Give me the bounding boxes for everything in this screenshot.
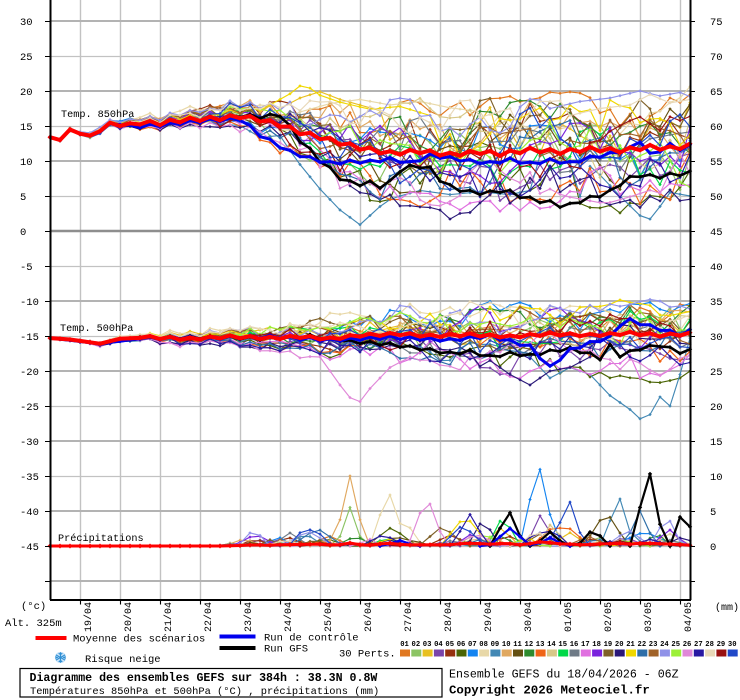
svg-text:23/04: 23/04 [243, 602, 255, 632]
svg-text:13: 13 [536, 641, 545, 649]
svg-text:30: 30 [710, 332, 723, 344]
svg-text:29: 29 [717, 641, 726, 649]
svg-text:-5: -5 [20, 262, 33, 274]
svg-text:28/04: 28/04 [443, 602, 455, 632]
svg-text:21: 21 [626, 641, 635, 649]
svg-text:20: 20 [615, 641, 624, 649]
svg-text:30: 30 [20, 17, 33, 29]
svg-text:24: 24 [660, 641, 669, 649]
svg-text:02: 02 [412, 641, 421, 649]
svg-text:17: 17 [581, 641, 590, 649]
svg-text:19/04: 19/04 [83, 602, 95, 632]
svg-text:-40: -40 [20, 507, 39, 519]
svg-text:22/04: 22/04 [203, 602, 215, 632]
svg-text:Risque neige: Risque neige [85, 654, 161, 666]
svg-text:03: 03 [423, 641, 432, 649]
svg-text:08: 08 [479, 641, 488, 649]
svg-text:07: 07 [468, 641, 477, 649]
svg-text:Précipitations: Précipitations [58, 533, 144, 545]
svg-text:28: 28 [705, 641, 714, 649]
svg-text:0: 0 [20, 227, 26, 239]
svg-text:30 Perts.: 30 Perts. [339, 649, 396, 661]
svg-text:19: 19 [604, 641, 613, 649]
svg-text:-15: -15 [20, 332, 39, 344]
svg-text:(°c): (°c) [21, 601, 46, 613]
svg-text:25: 25 [671, 641, 680, 649]
svg-text:60: 60 [710, 122, 723, 134]
svg-text:02/05: 02/05 [603, 602, 615, 632]
svg-text:70: 70 [710, 52, 723, 64]
svg-text:Run de contrôle: Run de contrôle [264, 633, 359, 645]
svg-text:75: 75 [710, 17, 723, 29]
svg-text:27/04: 27/04 [403, 602, 415, 632]
svg-text:Températures 850hPa et 500hPa: Températures 850hPa et 500hPa (°C) , pré… [30, 686, 379, 698]
svg-text:Temp. 500hPa: Temp. 500hPa [60, 323, 133, 335]
svg-text:-10: -10 [20, 297, 39, 309]
svg-text:30/04: 30/04 [523, 602, 535, 632]
svg-text:24/04: 24/04 [283, 602, 295, 632]
svg-text:0: 0 [710, 542, 716, 554]
svg-text:Diagramme des ensembles GEFS s: Diagramme des ensembles GEFS sur 384h : … [30, 672, 378, 685]
svg-text:Moyenne des scénarios: Moyenne des scénarios [73, 634, 205, 646]
svg-text:11: 11 [513, 641, 522, 649]
svg-text:Run GFS: Run GFS [264, 644, 308, 656]
svg-text:15: 15 [558, 641, 567, 649]
svg-text:10: 10 [502, 641, 511, 649]
svg-text:09: 09 [491, 641, 500, 649]
svg-text:20: 20 [710, 402, 723, 414]
svg-text:Alt. 325m: Alt. 325m [5, 618, 62, 630]
svg-text:Copyright 2026 Meteociel.fr: Copyright 2026 Meteociel.fr [449, 684, 650, 698]
svg-text:15: 15 [20, 122, 33, 134]
svg-text:-35: -35 [20, 472, 39, 484]
svg-text:01/05: 01/05 [563, 602, 575, 632]
svg-text:-25: -25 [20, 402, 39, 414]
svg-text:25/04: 25/04 [323, 602, 335, 632]
svg-text:26: 26 [683, 641, 692, 649]
svg-text:5: 5 [20, 192, 26, 204]
svg-text:04/05: 04/05 [683, 602, 695, 632]
svg-text:20/04: 20/04 [123, 602, 135, 632]
svg-text:25: 25 [20, 52, 33, 64]
svg-text:16: 16 [570, 641, 579, 649]
svg-text:-45: -45 [20, 542, 39, 554]
svg-text:14: 14 [547, 641, 556, 649]
svg-text:45: 45 [710, 227, 723, 239]
svg-text:35: 35 [710, 297, 723, 309]
svg-text:29/04: 29/04 [483, 602, 495, 632]
svg-text:-20: -20 [20, 367, 39, 379]
svg-text:(mm): (mm) [715, 602, 739, 614]
svg-text:65: 65 [710, 87, 723, 99]
svg-text:30: 30 [728, 641, 737, 649]
svg-text:Temp. 850hPa: Temp. 850hPa [61, 109, 134, 121]
svg-text:25: 25 [710, 367, 723, 379]
svg-text:03/05: 03/05 [643, 602, 655, 632]
svg-text:-30: -30 [20, 437, 39, 449]
svg-text:10: 10 [710, 472, 723, 484]
svg-text:5: 5 [710, 507, 716, 519]
svg-text:55: 55 [710, 157, 723, 169]
svg-text:Ensemble GEFS du 18/04/2026 -: Ensemble GEFS du 18/04/2026 - 06Z [449, 669, 679, 682]
svg-text:20: 20 [20, 87, 33, 99]
svg-text:50: 50 [710, 192, 723, 204]
svg-text:22: 22 [638, 641, 647, 649]
svg-text:12: 12 [525, 641, 534, 649]
svg-text:06: 06 [457, 641, 466, 649]
svg-text:05: 05 [445, 641, 454, 649]
svg-text:21/04: 21/04 [163, 602, 175, 632]
svg-text:23: 23 [649, 641, 658, 649]
svg-text:18: 18 [592, 641, 601, 649]
svg-text:40: 40 [710, 262, 723, 274]
svg-text:01: 01 [400, 641, 409, 649]
svg-text:10: 10 [20, 157, 33, 169]
svg-text:26/04: 26/04 [363, 602, 375, 632]
svg-text:15: 15 [710, 437, 723, 449]
svg-text:04: 04 [434, 641, 443, 649]
svg-text:27: 27 [694, 641, 703, 649]
